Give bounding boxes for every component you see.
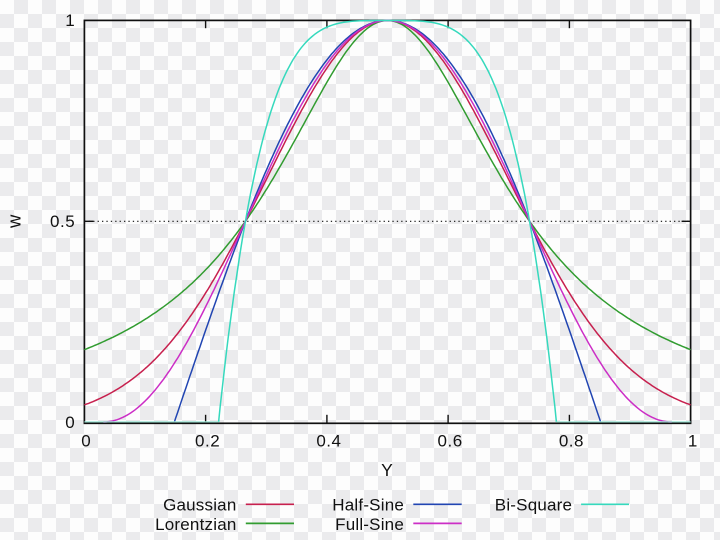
svg-text:1: 1 [65, 11, 75, 30]
svg-text:Full-Sine: Full-Sine [335, 515, 404, 534]
svg-text:1: 1 [688, 431, 698, 450]
svg-text:0.8: 0.8 [559, 431, 584, 450]
svg-text:Lorentzian: Lorentzian [155, 515, 236, 534]
svg-text:0.6: 0.6 [438, 431, 463, 450]
svg-text:0.2: 0.2 [195, 431, 220, 450]
svg-text:w: w [4, 214, 25, 229]
svg-text:0.4: 0.4 [316, 431, 341, 450]
svg-text:0: 0 [65, 413, 75, 432]
svg-text:Y: Y [381, 460, 393, 480]
svg-text:0.5: 0.5 [50, 212, 75, 231]
svg-text:Bi-Square: Bi-Square [495, 496, 572, 515]
svg-text:Gaussian: Gaussian [163, 496, 236, 515]
svg-text:0: 0 [81, 431, 91, 450]
svg-text:Half-Sine: Half-Sine [332, 496, 404, 515]
